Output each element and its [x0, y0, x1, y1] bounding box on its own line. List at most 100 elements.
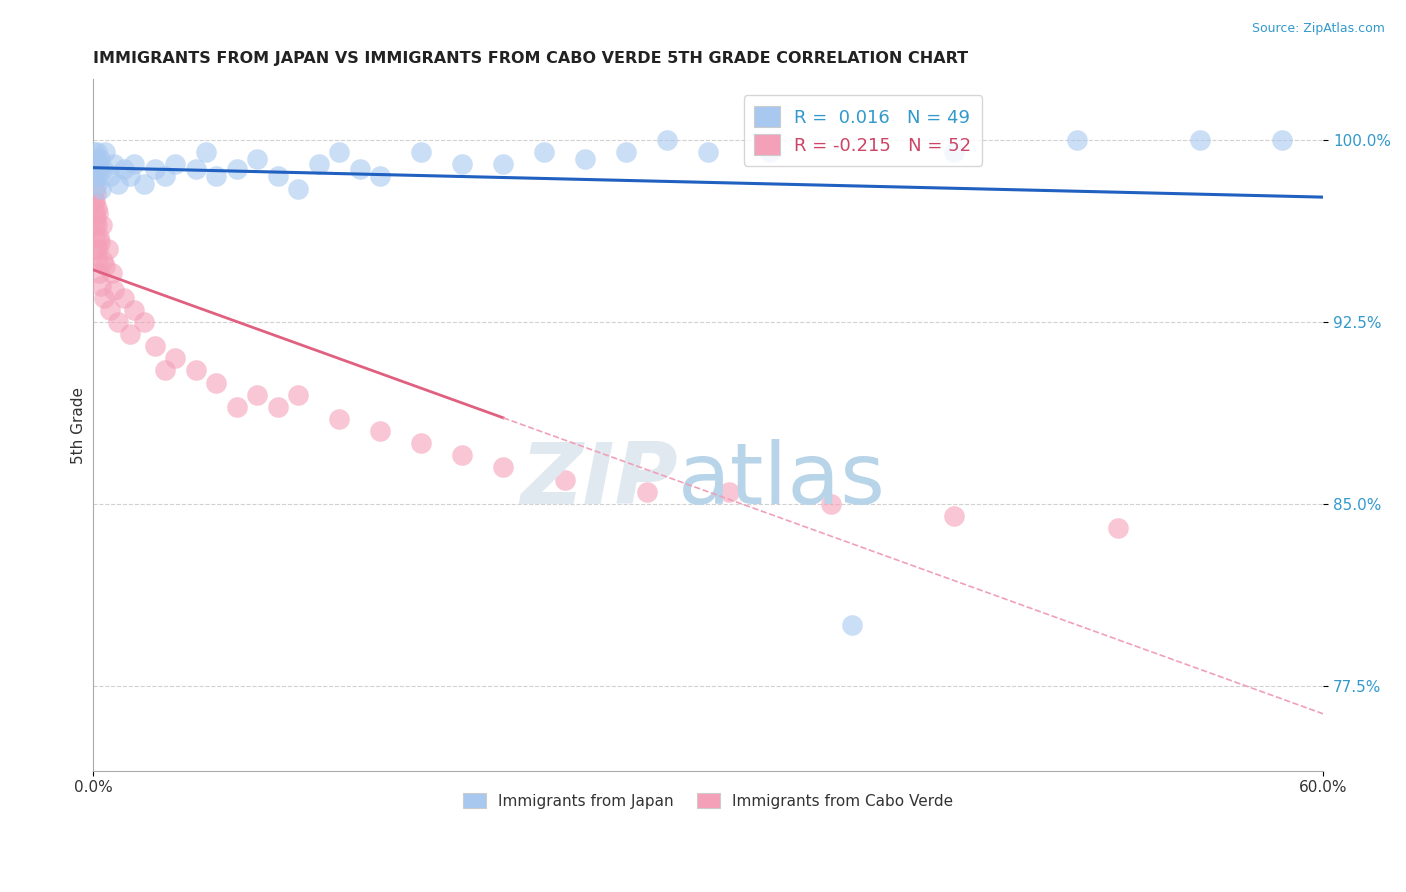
Point [86, 145, 108, 160]
Point [184, 162, 207, 177]
Point [94, 259, 117, 273]
Point [165, 351, 187, 366]
Point [574, 153, 596, 167]
Point [107, 315, 129, 329]
Point [89, 267, 111, 281]
Point [533, 145, 555, 160]
Point [84, 181, 107, 195]
Point [98, 169, 121, 184]
Point [134, 315, 156, 329]
Point [93, 254, 115, 268]
Point [83, 218, 105, 232]
Point [657, 133, 679, 147]
Point [86, 254, 108, 268]
Point [153, 363, 176, 377]
Point [93, 291, 115, 305]
Point [411, 436, 433, 450]
Point [84, 211, 107, 225]
Point [98, 302, 121, 317]
Point [758, 145, 780, 160]
Text: Source: ZipAtlas.com: Source: ZipAtlas.com [1251, 22, 1385, 36]
Point [143, 339, 166, 353]
Text: atlas: atlas [678, 439, 886, 522]
Point [492, 460, 515, 475]
Point [1066, 133, 1088, 147]
Point [841, 618, 863, 632]
Point [636, 484, 658, 499]
Point [86, 218, 108, 232]
Point [83, 169, 105, 184]
Point [83, 145, 105, 160]
Point [112, 291, 135, 305]
Point [107, 177, 129, 191]
Point [86, 162, 108, 177]
Point [84, 194, 107, 208]
Point [134, 177, 156, 191]
Point [194, 145, 217, 160]
Point [451, 157, 474, 171]
Point [112, 162, 135, 177]
Point [328, 145, 350, 160]
Point [225, 162, 247, 177]
Point [87, 157, 110, 171]
Point [165, 157, 187, 171]
Point [820, 497, 842, 511]
Point [308, 157, 330, 171]
Point [84, 230, 107, 244]
Point [1189, 133, 1212, 147]
Point [1107, 521, 1129, 535]
Text: IMMIGRANTS FROM JAPAN VS IMMIGRANTS FROM CABO VERDE 5TH GRADE CORRELATION CHART: IMMIGRANTS FROM JAPAN VS IMMIGRANTS FROM… [93, 51, 969, 66]
Point [451, 448, 474, 462]
Point [89, 169, 111, 184]
Point [349, 162, 371, 177]
Point [84, 186, 107, 201]
Point [86, 177, 108, 191]
Point [90, 278, 112, 293]
Point [267, 169, 290, 184]
Point [89, 235, 111, 249]
Point [205, 376, 228, 390]
Point [84, 157, 107, 171]
Point [90, 181, 112, 195]
Point [91, 218, 114, 232]
Point [103, 284, 125, 298]
Legend: Immigrants from Japan, Immigrants from Cabo Verde: Immigrants from Japan, Immigrants from C… [457, 787, 959, 815]
Point [153, 169, 176, 184]
Point [87, 230, 110, 244]
Point [697, 145, 720, 160]
Point [246, 153, 269, 167]
Point [287, 181, 309, 195]
Y-axis label: 5th Grade: 5th Grade [72, 386, 86, 464]
Point [943, 508, 966, 523]
Point [122, 302, 145, 317]
Point [83, 206, 105, 220]
Point [83, 162, 105, 177]
Point [83, 194, 105, 208]
Point [100, 267, 122, 281]
Point [103, 157, 125, 171]
Point [120, 326, 142, 341]
Point [287, 387, 309, 401]
Point [122, 157, 145, 171]
Point [89, 153, 111, 167]
Point [86, 201, 108, 215]
Point [368, 169, 391, 184]
Point [368, 424, 391, 438]
Point [1271, 133, 1294, 147]
Point [554, 473, 576, 487]
Point [84, 242, 107, 256]
Point [84, 153, 107, 167]
Point [492, 157, 515, 171]
Point [120, 169, 142, 184]
Point [84, 169, 107, 184]
Point [328, 412, 350, 426]
Point [717, 484, 740, 499]
Point [87, 242, 110, 256]
Point [246, 387, 269, 401]
Point [943, 145, 966, 160]
Point [614, 145, 637, 160]
Point [225, 400, 247, 414]
Point [96, 242, 118, 256]
Point [205, 169, 228, 184]
Point [93, 162, 115, 177]
